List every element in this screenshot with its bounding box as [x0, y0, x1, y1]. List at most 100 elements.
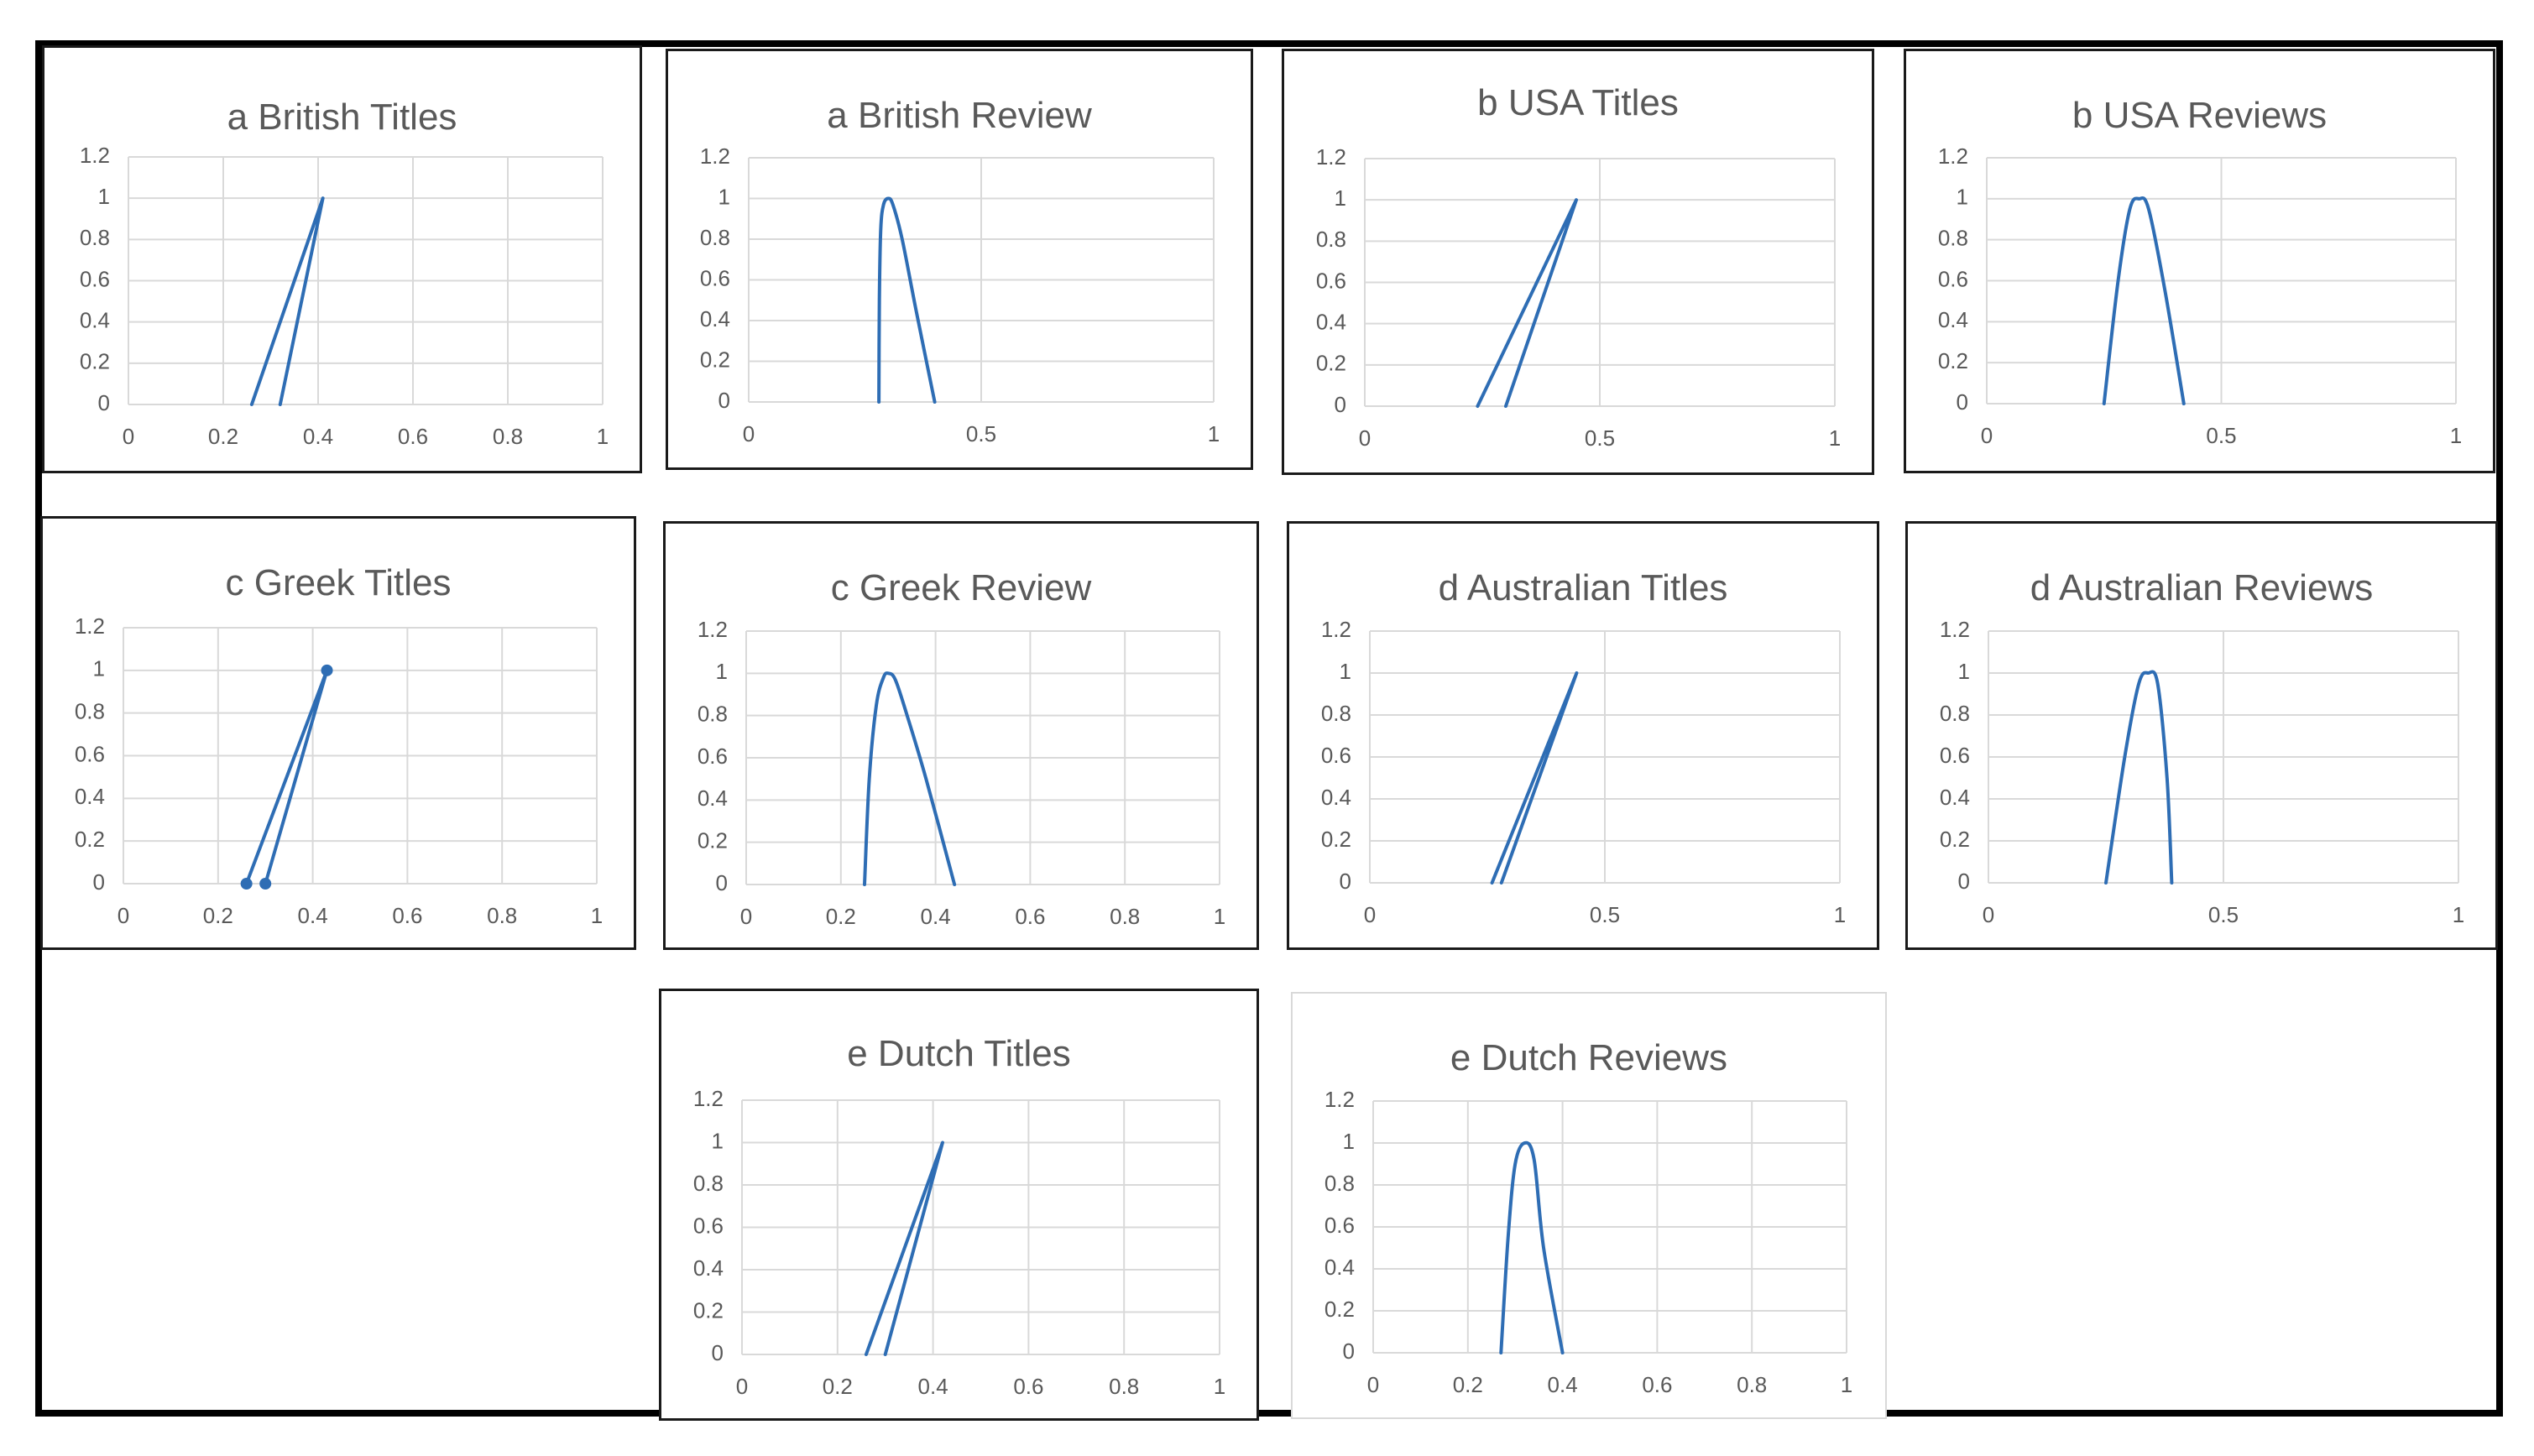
y-tick-label: 0.2 [1324, 1297, 1355, 1322]
series-line [1490, 671, 1579, 885]
y-tick-label: 1.2 [700, 144, 730, 169]
y-tick-label: 0.6 [75, 741, 105, 766]
chart-panel-a-british-titles: a British Titles 0 0.2 0.4 0.6 0.8 1 1.2 0 0.2 0.4… [42, 45, 642, 473]
series-line [1476, 198, 1578, 408]
x-tick-label: 0.5 [2206, 423, 2236, 448]
chart-panel-c-greek-review: c Greek Review 0 0.2 0.4 0.6 0.8 1 1.2 0 0.2 0.4 0.… [663, 521, 1259, 950]
chart-svg: e Dutch Reviews 0 0.2 0.4 0.6 0.8 1 1.2 0 0.2 0.4 0… [1324, 1037, 1852, 1397]
y-tick-label: 1 [712, 1128, 724, 1153]
x-tick-label: 0.5 [1585, 425, 1615, 451]
x-tick-label: 1 [1829, 425, 1841, 451]
y-tick-label: 0.2 [1940, 827, 1970, 852]
y-tick-label: 0 [1957, 389, 1968, 415]
y-tick-label: 0.6 [698, 744, 728, 769]
y-tick-label: 1 [98, 184, 110, 209]
y-tick-label: 0.2 [1321, 827, 1351, 852]
x-tick-label: 1 [1214, 904, 1225, 929]
x-tick-label: 0.5 [1590, 902, 1620, 927]
y-tick-label: 1.2 [1324, 1087, 1355, 1112]
y-tick-label: 0 [1340, 869, 1351, 894]
y-tick-label: 0.2 [1316, 351, 1346, 376]
x-tick-label: 0 [118, 903, 129, 928]
x-tick-label: 1 [2450, 423, 2462, 448]
x-tick-label: 0.2 [823, 1374, 853, 1399]
y-tick-label: 0.2 [700, 347, 730, 372]
y-tick-label: 0.4 [693, 1255, 724, 1281]
y-tick-label: 0.6 [80, 266, 110, 291]
y-tick-label: 0.2 [80, 349, 110, 374]
x-tick-label: 0 [1367, 1372, 1379, 1397]
y-tick-label: 0.8 [75, 699, 105, 724]
y-tick-label: 0.8 [693, 1171, 724, 1196]
x-tick-label: 0 [1981, 423, 1993, 448]
chart-title: a British Titles [227, 97, 457, 138]
chart-title: a British Review [827, 95, 1092, 136]
chart-svg: c Greek Titles 0 0.2 0.4 0.6 0.8 1 1.2 0 0.2 0.4 0.… [75, 562, 603, 928]
x-tick-label: 0.4 [1548, 1372, 1578, 1397]
series-line [2102, 196, 2186, 405]
y-tick-label: 0.4 [1938, 307, 1968, 332]
series-line [863, 671, 957, 886]
y-tick-label: 0 [1335, 392, 1346, 417]
chart-title: c Greek Titles [226, 562, 452, 603]
y-tick-label: 0.8 [1940, 701, 1970, 726]
y-tick-label: 0.2 [693, 1297, 724, 1323]
x-tick-label: 0 [1364, 902, 1376, 927]
data-point [240, 878, 253, 890]
data-point [259, 878, 272, 890]
x-tick-label: 0.2 [203, 903, 233, 928]
y-tick-label: 0.4 [700, 306, 730, 331]
y-tick-label: 0 [716, 870, 728, 895]
x-tick-label: 0.5 [966, 421, 996, 446]
y-tick-label: 0 [1958, 869, 1970, 894]
chart-svg: a British Titles 0 0.2 0.4 0.6 0.8 1 1.2 0 0.2 0.4… [80, 97, 609, 449]
y-tick-label: 0.6 [1324, 1213, 1355, 1238]
data-point [321, 664, 333, 676]
x-tick-label: 0.8 [487, 903, 517, 928]
y-tick-label: 0.6 [1938, 266, 1968, 291]
x-tick-label: 0.6 [398, 424, 428, 449]
y-tick-label: 0.4 [1316, 310, 1346, 335]
chart-title: e Dutch Reviews [1450, 1037, 1727, 1078]
chart-title: c Greek Review [831, 567, 1092, 608]
x-tick-label: 1 [591, 903, 603, 928]
y-tick-label: 0.8 [1938, 226, 1968, 251]
x-tick-label: 0.5 [2208, 902, 2239, 927]
y-tick-label: 0.4 [80, 308, 110, 333]
x-tick-label: 0 [123, 424, 134, 449]
y-tick-label: 1.2 [1940, 617, 1970, 642]
y-tick-label: 0 [712, 1340, 724, 1365]
chart-title: b USA Titles [1477, 82, 1679, 123]
chart-svg: d Australian Reviews 0 0.2 0.4 0.6 0.8 1 1.2 0 0.… [1940, 567, 2464, 927]
chart-title: b USA Reviews [2072, 95, 2327, 136]
y-tick-label: 1.2 [693, 1086, 724, 1111]
chart-panel-b-usa-titles: b USA Titles 0 0.2 0.4 0.6 0.8 1 1.2 0 0.5 1 [1282, 49, 1874, 475]
y-tick-label: 1 [718, 184, 730, 209]
y-tick-label: 0 [93, 869, 105, 895]
x-tick-label: 0.8 [1110, 904, 1140, 929]
chart-svg: a British Review 0 0.2 0.4 0.6 0.8 1 1.2 0 0.5 1 [700, 95, 1220, 446]
y-tick-label: 0.8 [1321, 701, 1351, 726]
x-tick-label: 0 [736, 1374, 748, 1399]
y-tick-label: 0.8 [1324, 1171, 1355, 1196]
y-tick-label: 0.2 [698, 828, 728, 853]
chart-panel-e-dutch-reviews: e Dutch Reviews 0 0.2 0.4 0.6 0.8 1 1.2 0 0.2 0.4 0… [1291, 992, 1887, 1419]
y-tick-label: 1 [1957, 185, 1968, 210]
x-tick-label: 0.6 [392, 903, 422, 928]
x-tick-label: 0.8 [1737, 1372, 1767, 1397]
series-line [2104, 670, 2174, 885]
chart-title: d Australian Reviews [2030, 567, 2373, 608]
y-tick-label: 0.4 [1940, 785, 1970, 810]
y-tick-label: 0.6 [700, 265, 730, 290]
chart-panel-a-british-review: a British Review 0 0.2 0.4 0.6 0.8 1 1.2 0 0.5 1 [666, 49, 1253, 470]
x-tick-label: 0 [740, 904, 752, 929]
x-tick-label: 0.4 [298, 903, 328, 928]
chart-panel-b-usa-reviews: b USA Reviews 0 0.2 0.4 0.6 0.8 1 1.2 0 0.5 1 [1904, 49, 2495, 473]
x-tick-label: 0.2 [1453, 1372, 1483, 1397]
series-line [1499, 1140, 1565, 1354]
y-tick-label: 0.6 [1316, 268, 1346, 293]
chart-svg: d Australian Titles 0 0.2 0.4 0.6 0.8 1 1.2 0 0.5… [1321, 567, 1846, 927]
y-tick-label: 0.4 [1324, 1255, 1355, 1280]
series-line [877, 196, 937, 404]
y-tick-label: 1 [93, 656, 105, 681]
